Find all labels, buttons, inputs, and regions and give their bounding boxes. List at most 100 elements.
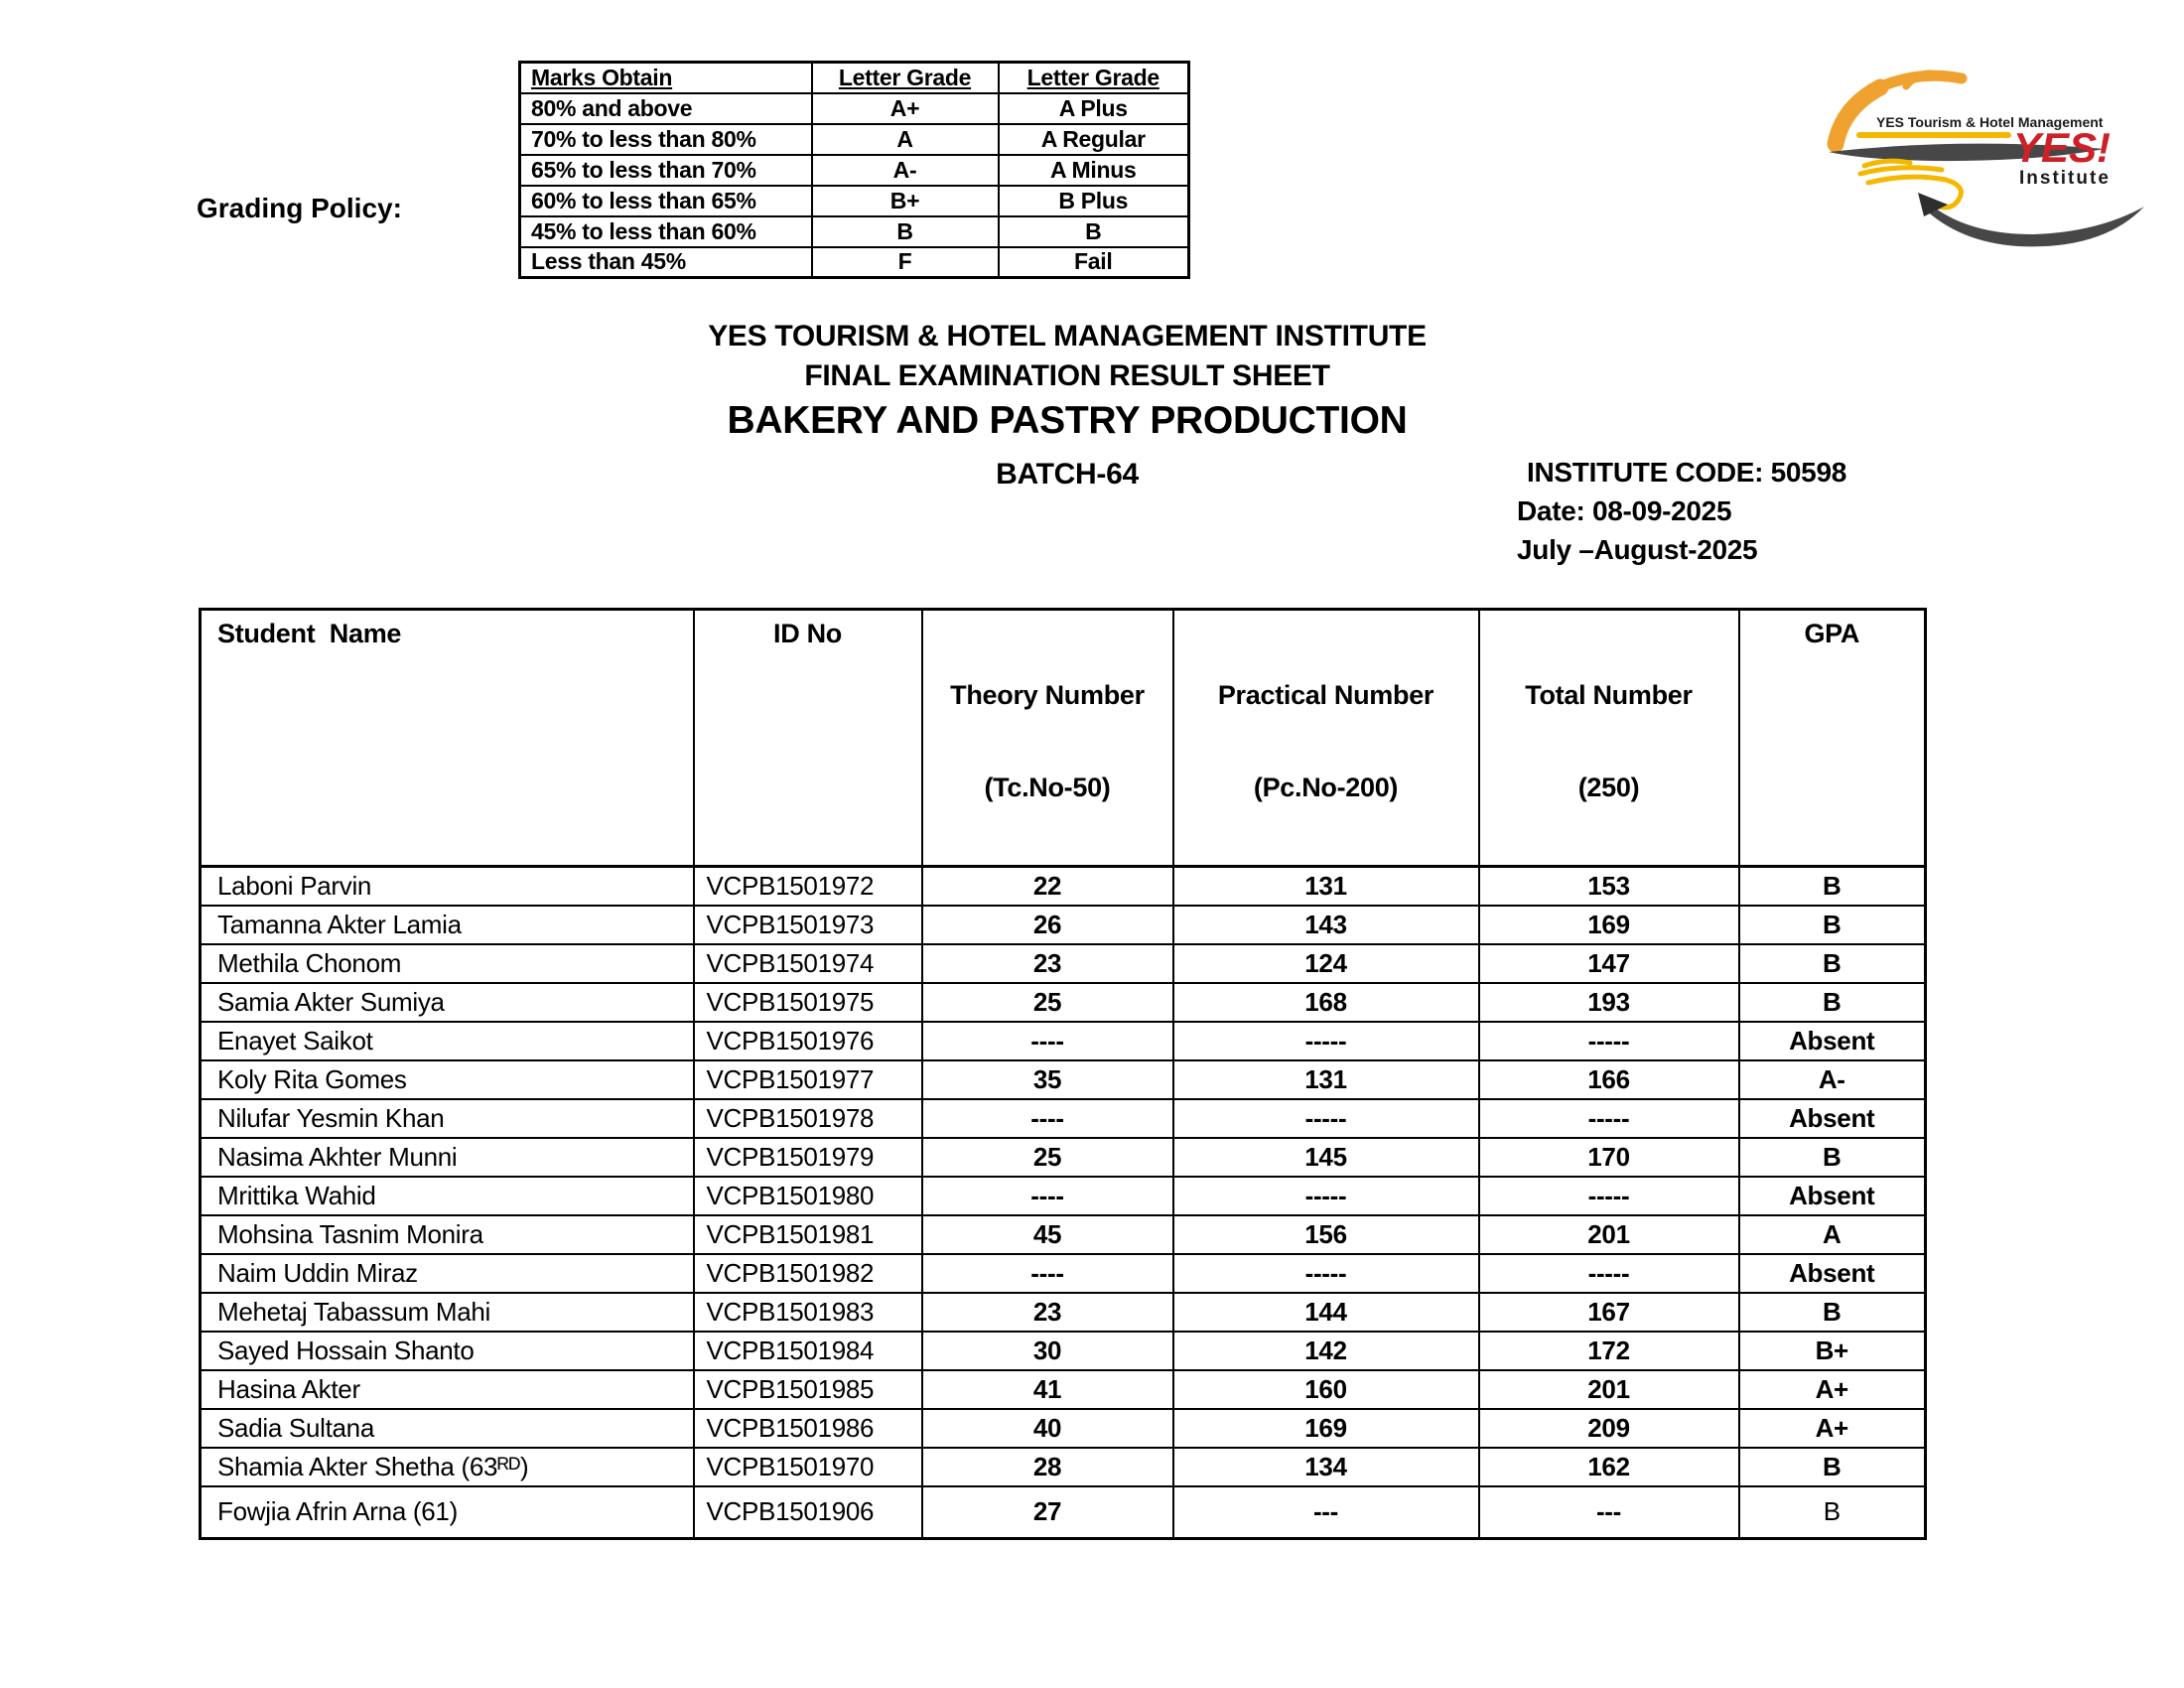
cell-theory: 41 bbox=[920, 1368, 1174, 1410]
cell-id: VCPB1501974 bbox=[692, 942, 923, 984]
table-row: Samia Akter Sumiya VCPB1501975 25 168 193 B bbox=[199, 981, 1927, 1023]
cell-name: Enayet Saikot bbox=[199, 1020, 695, 1061]
institute-logo: YES Tourism & Hotel Management YES! Inst… bbox=[1827, 70, 2144, 247]
cell-id: VCPB1501986 bbox=[692, 1407, 923, 1449]
cell-theory: 40 bbox=[920, 1407, 1174, 1449]
grading-policy-label: Grading Policy: bbox=[197, 193, 402, 223]
header-practical-line1: Practical Number bbox=[1217, 680, 1434, 710]
cell-gpa: A bbox=[1737, 1213, 1927, 1255]
grading-row: 45% to less than 60% B B bbox=[518, 214, 1190, 248]
cell-gpa: Absent bbox=[1737, 1252, 1927, 1294]
grading-cell: B bbox=[810, 214, 1000, 248]
cell-theory: 45 bbox=[920, 1213, 1174, 1255]
cell-name: Nasima Akhter Munni bbox=[199, 1136, 695, 1178]
grading-cell: B Plus bbox=[997, 184, 1190, 217]
cell-total: ----- bbox=[1477, 1097, 1740, 1139]
grading-cell: 65% to less than 70% bbox=[518, 153, 813, 187]
cell-name: Fowjia Afrin Arna (61) bbox=[199, 1484, 695, 1540]
cell-id: VCPB1501979 bbox=[692, 1136, 923, 1178]
table-row: Sayed Hossain Shanto VCPB1501984 30 142 172 B… bbox=[199, 1330, 1927, 1371]
cell-gpa: B bbox=[1737, 1484, 1927, 1540]
cell-gpa: B bbox=[1737, 1446, 1927, 1487]
sheet-title: FINAL EXAMINATION RESULT SHEET bbox=[804, 359, 1330, 392]
grading-cell: B+ bbox=[810, 184, 1000, 217]
cell-gpa: A- bbox=[1737, 1058, 1927, 1100]
cell-gpa: B bbox=[1737, 942, 1927, 984]
cell-theory: 23 bbox=[920, 1291, 1174, 1333]
header-total-line2: (250) bbox=[1577, 773, 1640, 802]
cell-theory: 22 bbox=[920, 865, 1174, 907]
exam-session: July –August-2025 bbox=[1517, 534, 1758, 565]
cell-id: VCPB1501982 bbox=[692, 1252, 923, 1294]
grading-cell: A Regular bbox=[997, 122, 1190, 156]
logo-hand-icon bbox=[1857, 158, 1964, 211]
cell-practical: ----- bbox=[1171, 1175, 1480, 1216]
cell-name: Mohsina Tasnim Monira bbox=[199, 1213, 695, 1255]
results-header-row: Student Name ID No Theory Number (Tc.No-… bbox=[199, 608, 1927, 868]
grading-row: Less than 45% F Fail bbox=[518, 245, 1190, 279]
cell-total: 170 bbox=[1477, 1136, 1740, 1178]
cell-total: 172 bbox=[1477, 1330, 1740, 1371]
header-theory-number: Theory Number (Tc.No-50) bbox=[920, 608, 1174, 868]
cell-id: VCPB1501972 bbox=[692, 865, 923, 907]
logo-underline-icon bbox=[1856, 132, 2011, 138]
table-row: Laboni Parvin VCPB1501972 22 131 153 B bbox=[199, 865, 1927, 907]
cell-theory: 26 bbox=[920, 904, 1174, 945]
cell-gpa: A+ bbox=[1737, 1368, 1927, 1410]
cell-theory: 25 bbox=[920, 981, 1174, 1023]
grading-header-letter-word: Letter Grade bbox=[997, 61, 1190, 94]
cell-id: VCPB1501983 bbox=[692, 1291, 923, 1333]
cell-practical: 168 bbox=[1171, 981, 1480, 1023]
grading-policy-table: Marks Obtain Letter Grade Letter Grade 8… bbox=[518, 61, 1190, 279]
cell-gpa: Absent bbox=[1737, 1020, 1927, 1061]
cell-total: 153 bbox=[1477, 865, 1740, 907]
header-theory-line2: (Tc.No-50) bbox=[984, 773, 1111, 802]
header-total-line1: Total Number bbox=[1525, 680, 1693, 710]
grading-cell: A Minus bbox=[997, 153, 1190, 187]
cell-practical: 124 bbox=[1171, 942, 1480, 984]
table-row: Mrittika Wahid VCPB1501980 ---- ----- ----- A… bbox=[199, 1175, 1927, 1216]
grading-cell: A+ bbox=[810, 91, 1000, 125]
grading-cell: A bbox=[810, 122, 1000, 156]
cell-gpa: A+ bbox=[1737, 1407, 1927, 1449]
course-title: BAKERY AND PASTRY PRODUCTION bbox=[727, 399, 1408, 442]
institute-title: YES TOURISM & HOTEL MANAGEMENT INSTITUTE bbox=[708, 320, 1427, 352]
logo-dome-left-icon bbox=[1827, 78, 1889, 153]
grading-header-letter: Letter Grade bbox=[810, 61, 1000, 94]
cell-theory: ---- bbox=[920, 1020, 1174, 1061]
table-row: Naim Uddin Miraz VCPB1501982 ---- ----- ----… bbox=[199, 1252, 1927, 1294]
batch-title: BATCH-64 bbox=[996, 458, 1139, 491]
cell-gpa: B bbox=[1737, 865, 1927, 907]
grading-header-marks: Marks Obtain bbox=[518, 61, 813, 94]
cell-name: Mrittika Wahid bbox=[199, 1175, 695, 1216]
cell-practical: ----- bbox=[1171, 1252, 1480, 1294]
logo-brand: YES! bbox=[2013, 124, 2111, 171]
table-row: Tamanna Akter Lamia VCPB1501973 26 143 169 B bbox=[199, 904, 1927, 945]
results-table-body: Laboni Parvin VCPB1501972 22 131 153 B Tamanna… bbox=[199, 865, 1927, 1540]
table-row: Shamia Akter Shetha (63ᴿᴰ) VCPB1501970 28 1… bbox=[199, 1446, 1927, 1487]
cell-name: Samia Akter Sumiya bbox=[199, 981, 695, 1023]
header-practical-number: Practical Number (Pc.No-200) bbox=[1171, 608, 1480, 868]
cell-total: ----- bbox=[1477, 1020, 1740, 1061]
table-row: Mohsina Tasnim Monira VCPB1501981 45 156 201… bbox=[199, 1213, 1927, 1255]
cell-id: VCPB1501977 bbox=[692, 1058, 923, 1100]
cell-theory: ---- bbox=[920, 1175, 1174, 1216]
cell-name: Koly Rita Gomes bbox=[199, 1058, 695, 1100]
grading-cell: 80% and above bbox=[518, 91, 813, 125]
header-theory-line1: Theory Number bbox=[950, 680, 1145, 710]
cell-name: Shamia Akter Shetha (63ᴿᴰ) bbox=[199, 1446, 695, 1487]
cell-practical: 169 bbox=[1171, 1407, 1480, 1449]
cell-total: ----- bbox=[1477, 1252, 1740, 1294]
cell-theory: 25 bbox=[920, 1136, 1174, 1178]
cell-name: Sayed Hossain Shanto bbox=[199, 1330, 695, 1371]
grading-row: 80% and above A+ A Plus bbox=[518, 91, 1190, 125]
cell-practical: 131 bbox=[1171, 1058, 1480, 1100]
cell-theory: 23 bbox=[920, 942, 1174, 984]
cell-practical: 142 bbox=[1171, 1330, 1480, 1371]
cell-practical: 156 bbox=[1171, 1213, 1480, 1255]
table-row: Nilufar Yesmin Khan VCPB1501978 ---- ----- -… bbox=[199, 1097, 1927, 1139]
table-row: Enayet Saikot VCPB1501976 ---- ----- ----- Ab… bbox=[199, 1020, 1927, 1061]
logo-knob-icon bbox=[1902, 70, 1950, 90]
cell-theory: 30 bbox=[920, 1330, 1174, 1371]
cell-id: VCPB1501981 bbox=[692, 1213, 923, 1255]
